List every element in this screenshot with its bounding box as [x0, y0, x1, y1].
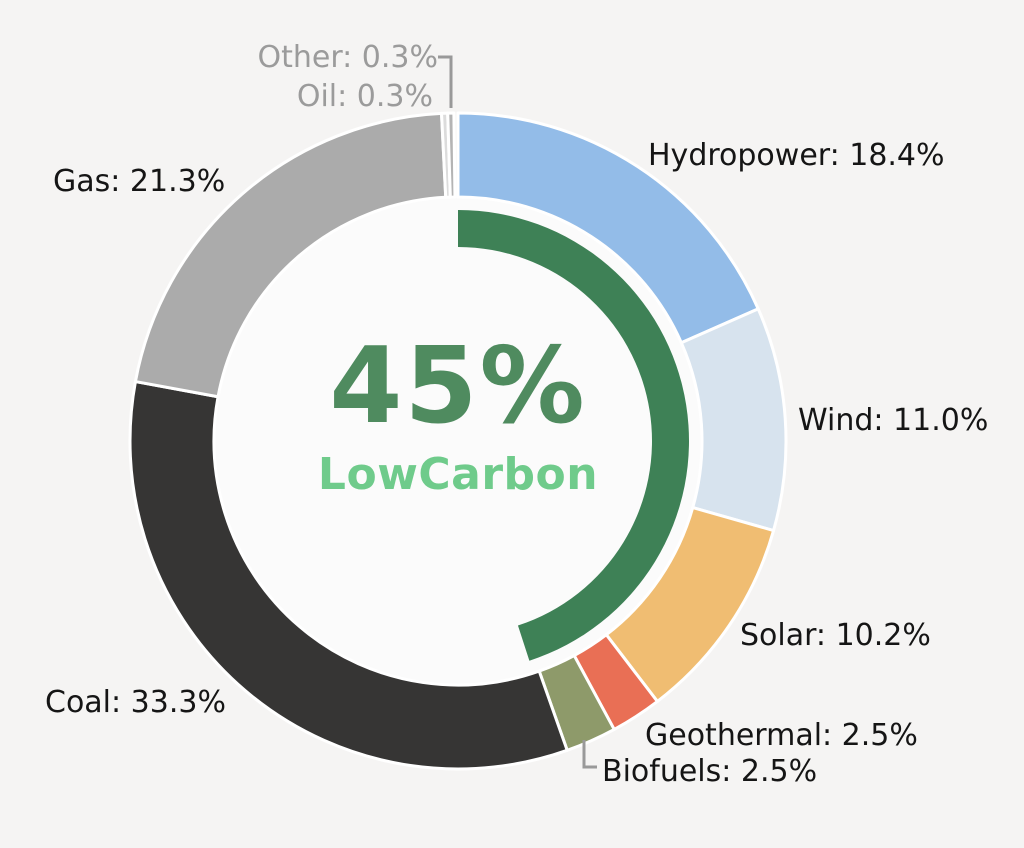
lowcarbon-gauge-arc	[458, 210, 689, 661]
label-coal: Coal: 33.3%	[45, 685, 226, 720]
label-solar: Solar: 10.2%	[740, 618, 931, 653]
donut-hole	[214, 197, 702, 685]
lowcarbon-label: LowCarbon	[317, 449, 599, 500]
leader-line-0	[438, 55, 453, 108]
label-wind: Wind: 11.0%	[798, 403, 989, 438]
center-text: 45% LowCarbon	[317, 325, 599, 501]
label-biofuels: Biofuels: 2.5%	[602, 754, 818, 789]
label-oil: Oil: 0.3%	[296, 79, 433, 114]
label-gas: Gas: 21.3%	[53, 164, 226, 199]
label-hydropower: Hydropower: 18.4%	[648, 138, 945, 173]
lowcarbon-percent-value: 45%	[329, 325, 587, 447]
slice-other	[446, 111, 457, 199]
label-geothermal: Geothermal: 2.5%	[645, 718, 918, 753]
label-other: Other: 0.3%	[257, 40, 438, 75]
slice-coal	[128, 380, 569, 771]
leader-line-1	[582, 740, 597, 769]
